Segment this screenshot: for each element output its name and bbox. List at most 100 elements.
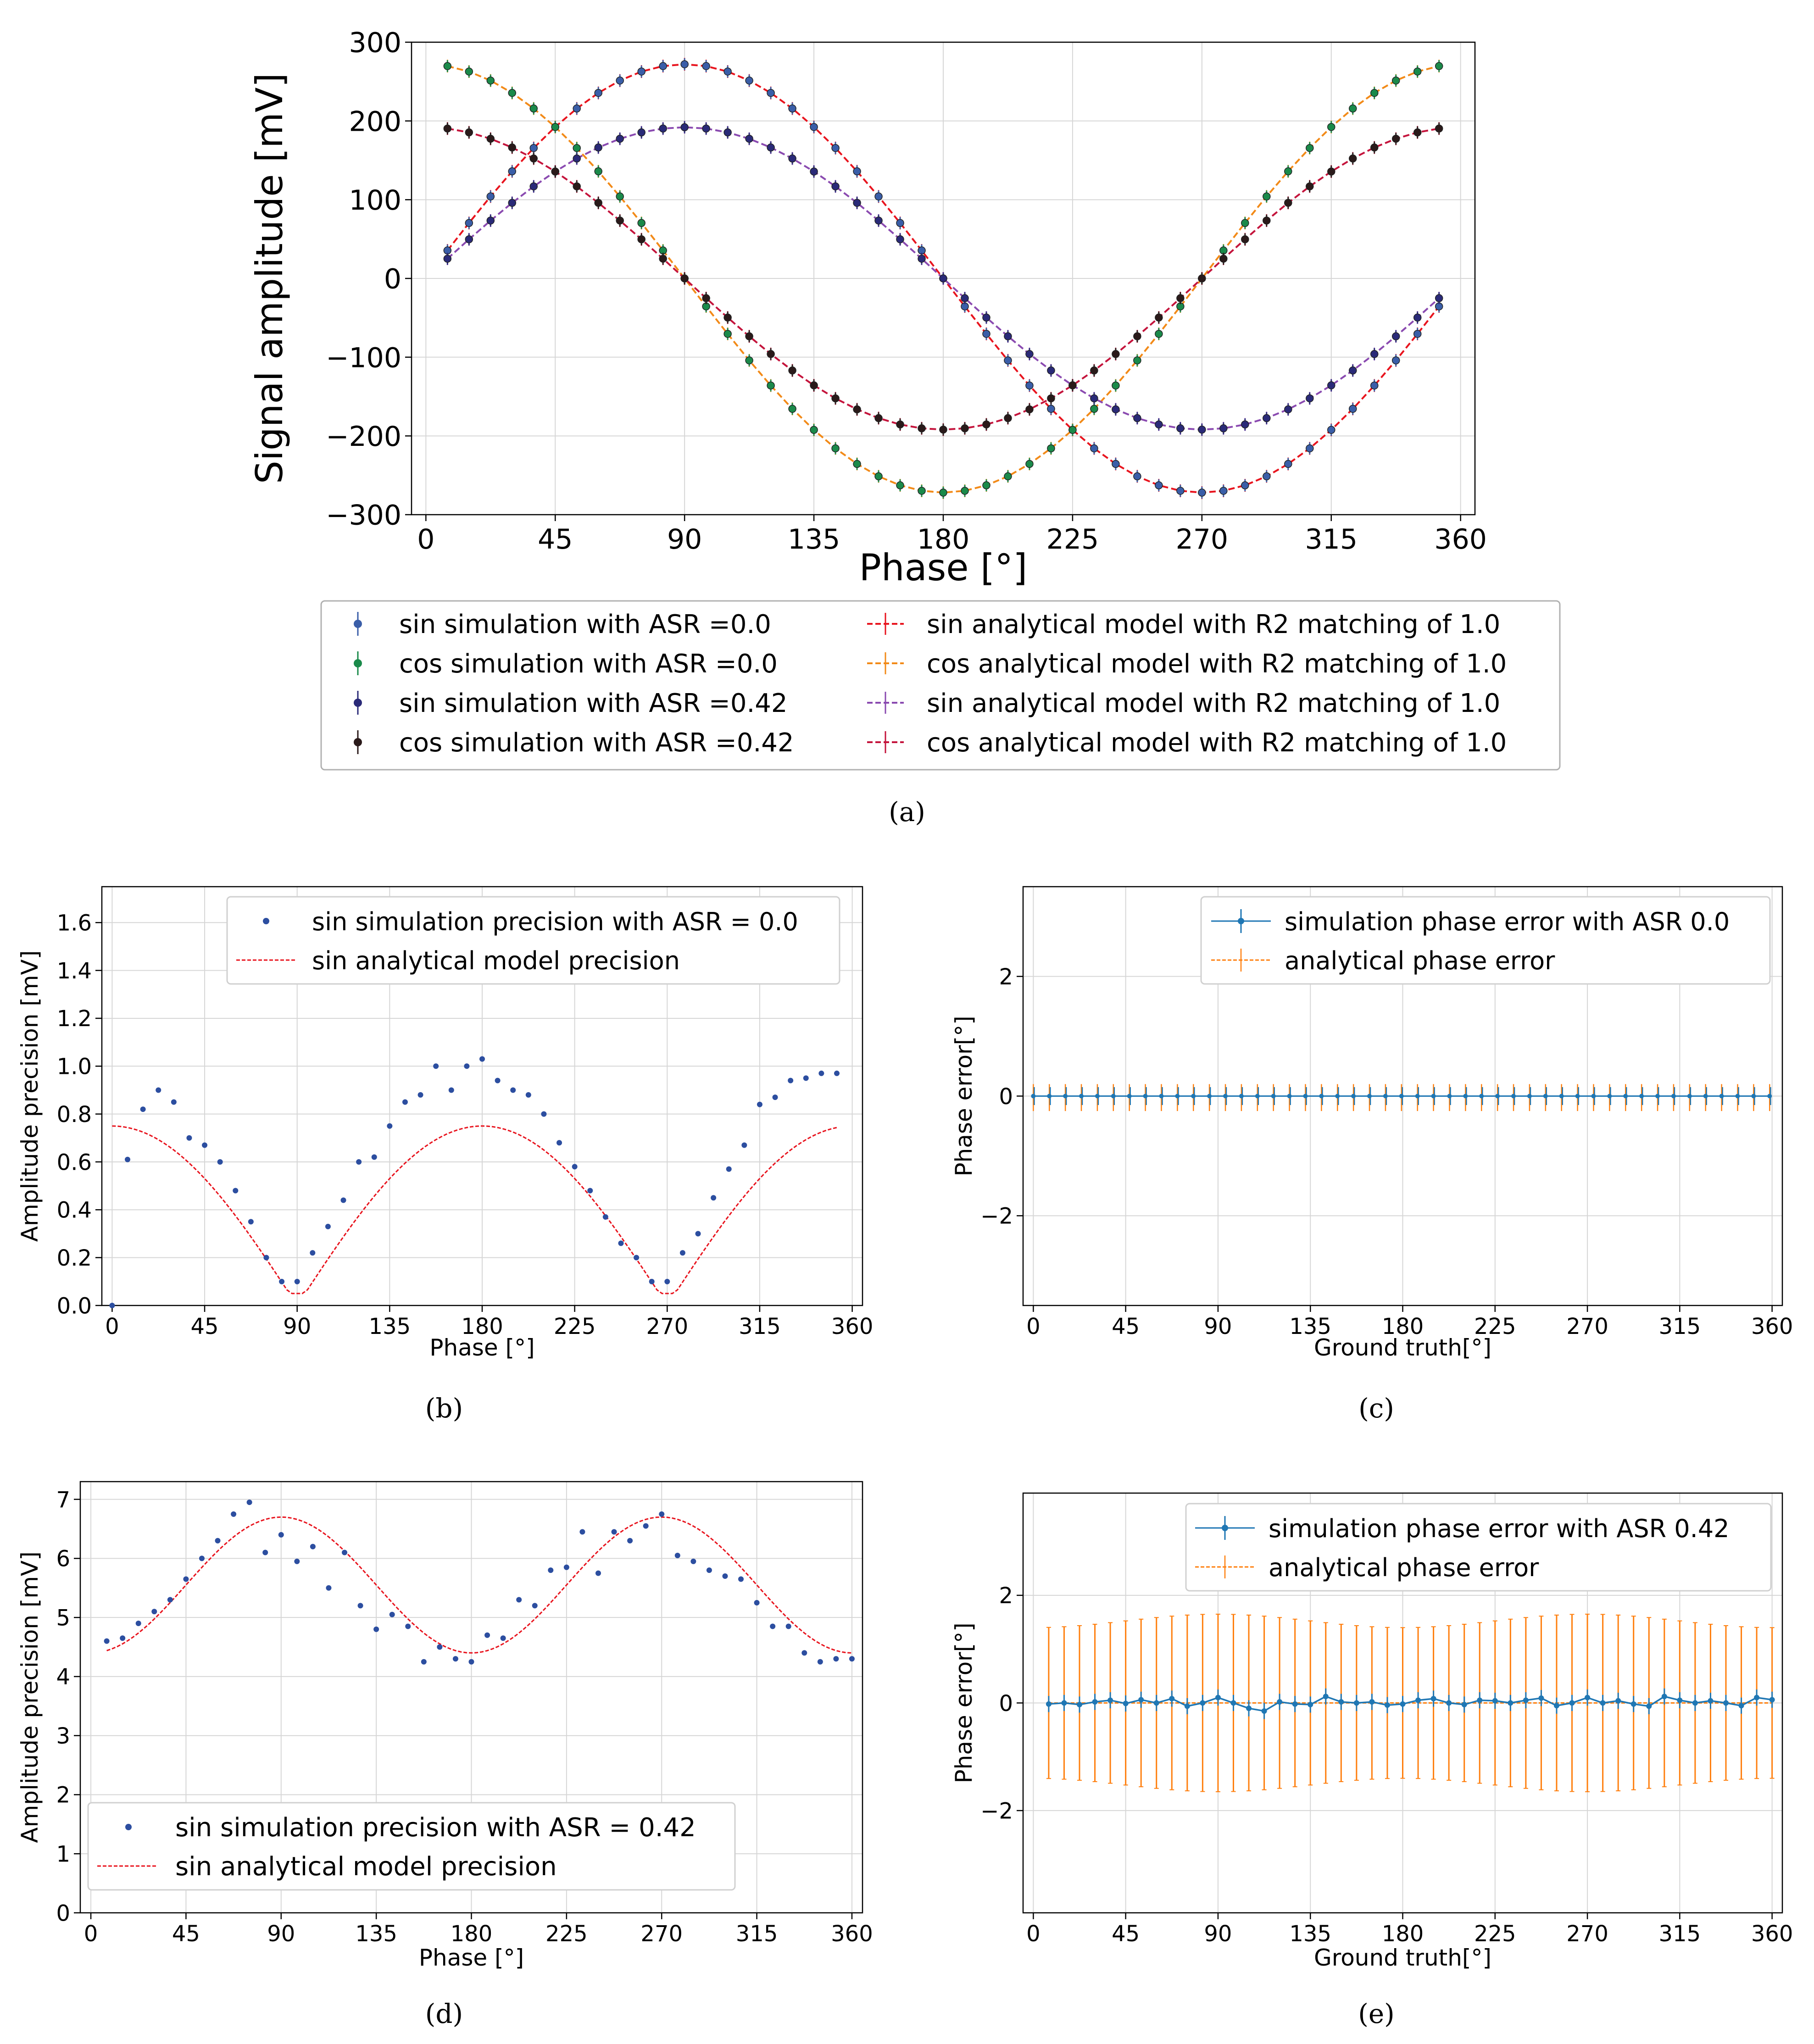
legend-label: analytical phase error	[1285, 946, 1555, 975]
data-point	[618, 1240, 624, 1246]
x-tick-label: 180	[917, 523, 970, 555]
data-point	[801, 1650, 807, 1656]
data-point-sin-sim-0	[616, 76, 624, 85]
data-point-sin-sim-2	[788, 154, 796, 163]
data-point	[1447, 1094, 1452, 1099]
data-point-cos-sim-1	[1284, 167, 1292, 176]
data-point	[156, 1087, 161, 1093]
data-point-cos-sim-1	[1004, 472, 1012, 481]
chart-a: 0 45 90 135 180 225 270 315 360 −300 −200 −100 0 100 2…	[248, 27, 1561, 771]
x-axis-label: Ground truth[°]	[1314, 1944, 1491, 1971]
x-tick-label: 315	[1659, 1921, 1701, 1947]
data-point-sin-sim-0	[831, 144, 840, 152]
data-point-cos-sim-3	[1176, 294, 1185, 302]
data-point	[690, 1558, 696, 1564]
y-tick-label: 6	[56, 1546, 70, 1572]
data-point	[541, 1111, 547, 1117]
data-point-sin-sim-2	[939, 274, 947, 283]
data-point	[818, 1070, 824, 1076]
data-point-cos-sim-1	[745, 356, 753, 365]
data-point-sin-sim-0	[874, 192, 883, 201]
legend-box	[87, 1802, 736, 1891]
x-tick-label: 0	[1026, 1921, 1041, 1947]
data-point	[495, 1078, 501, 1083]
data-point	[1430, 1696, 1436, 1702]
data-point-sin-sim-0	[1370, 381, 1379, 390]
data-point-sin-sim-0	[723, 67, 732, 76]
data-point	[611, 1529, 617, 1535]
data-point-cos-sim-3	[637, 235, 645, 244]
legend: simulation phase error with ASR 0.0 analy…	[1200, 896, 1771, 985]
data-point-cos-sim-1	[465, 67, 473, 76]
data-point-cos-sim-3	[680, 274, 689, 283]
data-point	[741, 1142, 747, 1148]
data-point	[217, 1159, 223, 1165]
x-tick-label: 0	[105, 1314, 119, 1339]
data-point	[1047, 1094, 1052, 1099]
data-point-sin-sim-0	[486, 192, 495, 201]
data-point	[1708, 1698, 1714, 1704]
data-point-cos-sim-3	[1198, 274, 1206, 283]
caption-b: (b)	[425, 1393, 463, 1424]
data-point	[1415, 1697, 1421, 1703]
data-point	[448, 1087, 454, 1093]
data-point	[387, 1123, 393, 1129]
x-tick-label: 315	[1305, 523, 1358, 555]
data-point-cos-sim-3	[874, 414, 883, 422]
data-point-cos-sim-3	[1284, 199, 1292, 207]
x-tick-label: 0	[1026, 1314, 1041, 1339]
data-point	[1319, 1094, 1324, 1099]
data-point-sin-sim-2	[616, 134, 624, 143]
data-point	[1585, 1694, 1591, 1700]
data-point-cos-sim-3	[551, 167, 559, 176]
data-point-cos-sim-3	[465, 128, 473, 137]
legend-label: cos simulation with ASR =0.0	[399, 649, 778, 679]
data-point	[532, 1603, 538, 1609]
data-point-cos-sim-3	[1306, 182, 1314, 191]
data-point	[1092, 1699, 1098, 1705]
data-point	[151, 1609, 157, 1615]
data-point-cos-sim-3	[1219, 255, 1228, 263]
data-point	[1769, 1697, 1775, 1703]
data-point-cos-sim-3	[616, 217, 624, 225]
data-point	[722, 1573, 728, 1579]
data-point	[389, 1611, 395, 1617]
data-point	[1431, 1094, 1436, 1099]
data-point-sin-sim-2	[853, 199, 861, 207]
data-point	[516, 1597, 522, 1603]
legend-label: sin analytical model precision	[175, 1852, 557, 1882]
data-point	[834, 1070, 840, 1076]
data-point	[1077, 1702, 1083, 1708]
x-tick-label: 135	[1289, 1921, 1331, 1947]
x-tick-label: 45	[1112, 1314, 1140, 1339]
x-tick-label: 360	[1751, 1921, 1793, 1947]
data-point-sin-sim-2	[465, 235, 473, 244]
data-point	[1159, 1094, 1164, 1099]
x-tick-label: 135	[1289, 1314, 1331, 1339]
data-point	[1239, 1094, 1244, 1099]
data-point-cos-sim-1	[573, 144, 581, 152]
y-tick-label: −200	[326, 421, 401, 453]
data-point-cos-sim-1	[1370, 89, 1379, 97]
data-point-cos-sim-1	[918, 487, 926, 495]
y-tick-label: 1.4	[57, 958, 92, 984]
data-point-sin-sim-0	[1391, 356, 1400, 365]
data-point-sin-sim-2	[594, 143, 602, 152]
data-point	[1338, 1699, 1344, 1705]
y-axis-label: Amplitude precision [mV]	[17, 1551, 43, 1843]
data-point-cos-sim-3	[1241, 235, 1249, 244]
data-point-sin-sim-0	[810, 123, 818, 131]
data-point-cos-sim-3	[810, 381, 818, 389]
data-point	[357, 1603, 363, 1609]
data-point	[500, 1635, 506, 1641]
data-point	[1600, 1700, 1606, 1706]
data-point	[1287, 1094, 1292, 1099]
data-point	[325, 1223, 331, 1229]
data-point	[1615, 1698, 1621, 1704]
data-point	[1479, 1094, 1484, 1099]
data-point-sin-sim-0	[1176, 487, 1185, 495]
data-point	[1335, 1094, 1340, 1099]
data-point	[1255, 1094, 1260, 1099]
data-point	[572, 1164, 578, 1170]
